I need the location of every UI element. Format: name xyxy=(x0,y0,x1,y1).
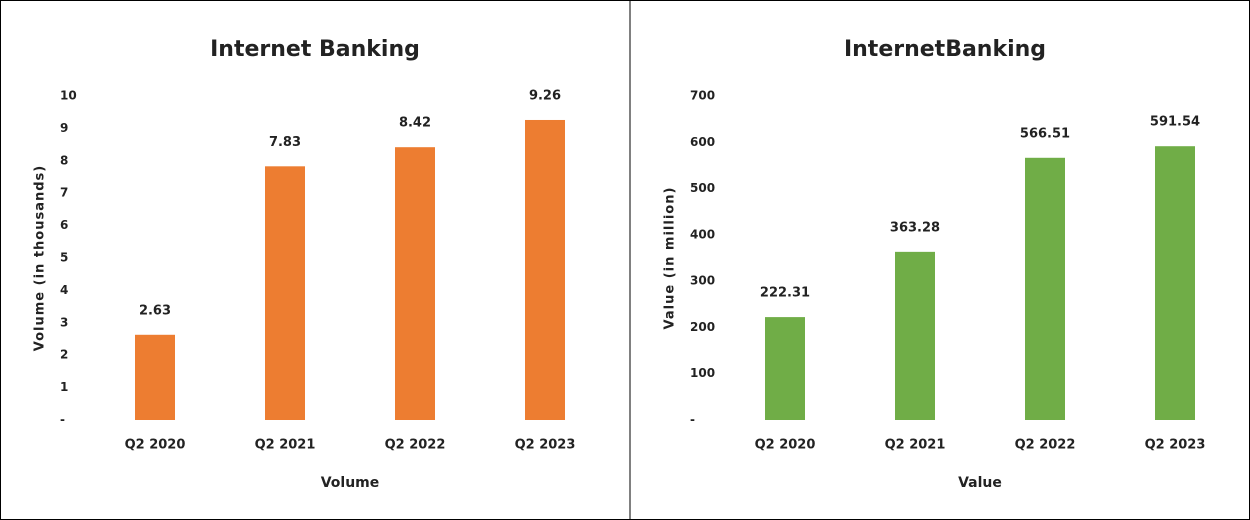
bar xyxy=(525,119,565,420)
x-tick-label: Q2 2020 xyxy=(755,438,816,453)
value-label: 8.42 xyxy=(399,116,431,131)
value-label: 363.28 xyxy=(890,220,940,235)
chart-title: Internet Banking xyxy=(210,37,420,62)
bar xyxy=(765,317,805,420)
y-tick-label: 9 xyxy=(60,121,68,135)
x-axis-label: Value xyxy=(958,475,1002,491)
y-tick-label: 10 xyxy=(60,89,77,103)
value-label: 7.83 xyxy=(269,135,301,150)
y-tick-label: 5 xyxy=(60,251,68,265)
y-tick-label: 1 xyxy=(60,380,68,394)
y-tick-label: 700 xyxy=(690,89,715,103)
y-tick-label: 7 xyxy=(60,186,68,200)
y-tick-label: 500 xyxy=(690,181,715,195)
value-label: 2.63 xyxy=(139,303,171,318)
chart-title: InternetBanking xyxy=(844,37,1046,62)
x-tick-label: Q2 2023 xyxy=(515,438,576,453)
y-tick-label: 2 xyxy=(60,348,68,362)
y-tick-label: 200 xyxy=(690,320,715,334)
bar xyxy=(1025,157,1065,420)
y-tick-label: 4 xyxy=(60,283,68,297)
y-tick-label: 600 xyxy=(690,135,715,149)
y-tick-label: - xyxy=(690,413,695,427)
y-tick-label: 300 xyxy=(690,274,715,288)
bar xyxy=(395,147,435,420)
bar xyxy=(1155,146,1195,421)
y-tick-label: - xyxy=(60,413,65,427)
y-tick-label: 3 xyxy=(60,315,68,329)
value-label: 566.51 xyxy=(1020,126,1070,141)
x-tick-label: Q2 2020 xyxy=(125,438,186,453)
x-axis-label: Volume xyxy=(321,475,380,491)
bar xyxy=(895,251,935,420)
y-tick-label: 6 xyxy=(60,218,68,232)
x-tick-label: Q2 2021 xyxy=(885,438,946,453)
value-label: 591.54 xyxy=(1150,115,1200,130)
bar xyxy=(135,334,175,420)
y-tick-label: 100 xyxy=(690,366,715,380)
x-tick-label: Q2 2021 xyxy=(255,438,316,453)
x-tick-label: Q2 2023 xyxy=(1145,438,1206,453)
y-tick-label: 8 xyxy=(60,153,68,167)
value-label: 222.31 xyxy=(760,286,810,301)
bar xyxy=(265,166,305,420)
y-axis-label: Volume (in thousands) xyxy=(33,165,48,351)
x-tick-label: Q2 2022 xyxy=(385,438,446,453)
y-tick-label: 400 xyxy=(690,227,715,241)
y-axis-label: Value (in million) xyxy=(663,187,678,330)
x-tick-label: Q2 2022 xyxy=(1015,438,1076,453)
value-label: 9.26 xyxy=(529,88,561,103)
